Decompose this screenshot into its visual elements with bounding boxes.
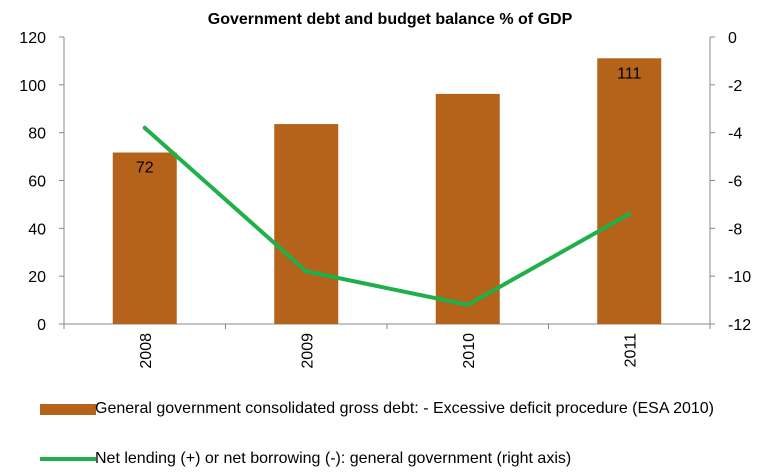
bar-2011	[597, 58, 662, 325]
bar-2009	[274, 124, 339, 324]
net-lending-point-2011	[627, 211, 632, 216]
left-axis-tick-label: 0	[37, 317, 46, 334]
right-axis-tick-label: -4	[728, 126, 742, 143]
right-axis-tick-label: -10	[728, 269, 751, 286]
bar-data-label: 111	[617, 65, 641, 82]
left-axis-tick-label: 80	[28, 126, 46, 143]
left-axis-tick-label: 20	[28, 269, 46, 286]
legend-label-net-lending: Net lending (+) or net borrowing (-): ge…	[95, 450, 572, 467]
chart-title: Government debt and budget balance % of …	[208, 11, 573, 28]
x-axis-category-label: 2011	[622, 333, 639, 368]
x-axis-category-label: 2009	[299, 333, 316, 369]
x-axis-category-label: 2008	[138, 333, 155, 369]
net-lending-point-2008	[142, 125, 147, 130]
net-lending-point-2010	[465, 302, 470, 307]
bar-2010	[435, 93, 500, 325]
right-axis-tick-label: -8	[728, 221, 742, 238]
x-axis-category-label: 2010	[461, 333, 478, 369]
left-axis-tick-label: 120	[19, 30, 46, 47]
net-lending-line	[142, 125, 632, 307]
legend-label-debt: General government consolidated gross de…	[95, 400, 714, 417]
left-axis-tick-label: 40	[28, 221, 46, 238]
net-lending-point-2009	[304, 269, 309, 274]
legend-swatch-debt	[40, 404, 96, 415]
right-axis-tick-label: -2	[728, 78, 742, 95]
bar-2008	[112, 152, 177, 324]
left-axis-tick-label: 60	[28, 174, 46, 191]
right-axis-tick-label: -12	[728, 317, 751, 334]
bar-data-label: 72	[136, 160, 154, 177]
right-axis-tick-label: -6	[728, 174, 742, 191]
right-axis-tick-label: 0	[728, 30, 737, 47]
legend-swatch-net-lending	[40, 457, 96, 461]
left-axis-tick-label: 100	[19, 78, 46, 95]
